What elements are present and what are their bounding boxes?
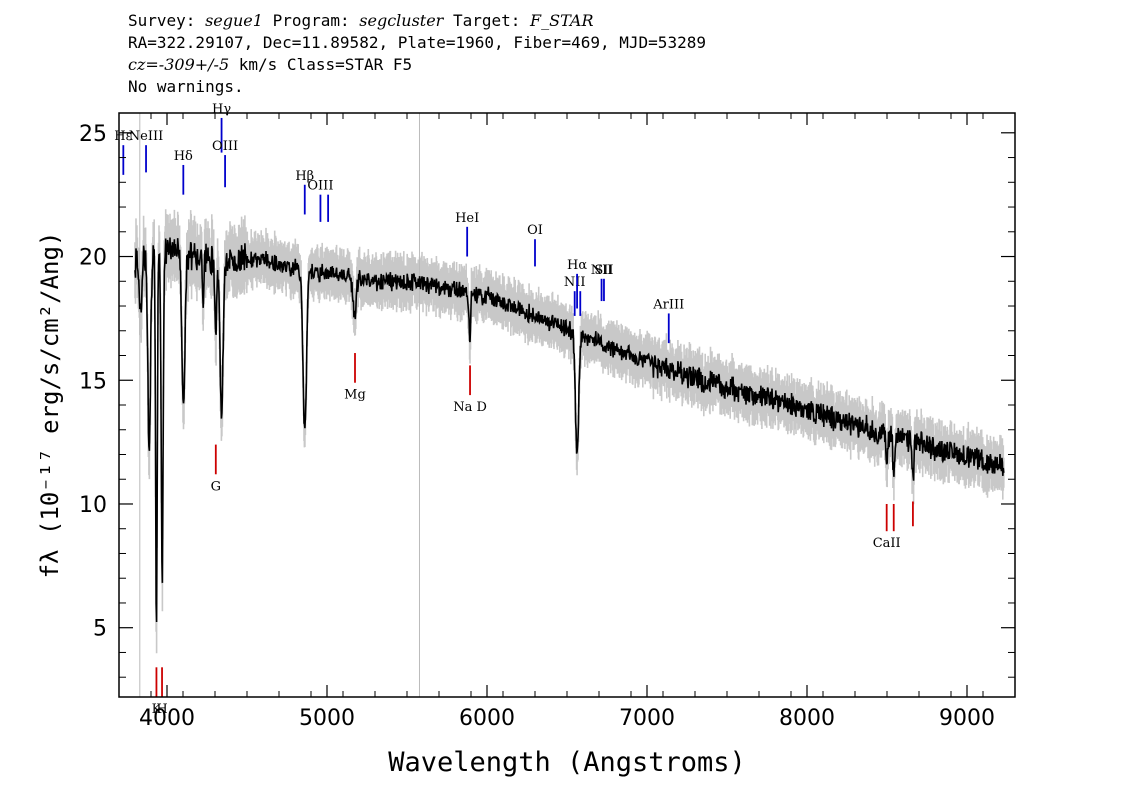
emission-label-5: Hβ [295, 169, 314, 184]
axis-ticks-layer: 4000 5000 6000 7000 8000 9000 5 10 15 20 25 [79, 113, 1016, 731]
reference-lines-layer [139, 113, 420, 697]
target-label: Target: [443, 11, 531, 30]
emission-label-10: NII [564, 275, 586, 290]
y-tick-label-4: 25 [79, 122, 107, 147]
absorption-label-1: H [156, 702, 167, 717]
header-coordinates-line: RA=322.29107, Dec=11.89582, Plate=1960, … [128, 33, 706, 52]
emission-label-4: OIII [212, 139, 238, 154]
y-tick-label-1: 10 [79, 493, 107, 518]
class-text: km/s Class=STAR F5 [229, 55, 413, 74]
emission-label-6: OIII [307, 179, 333, 194]
emission-label-15: ArIII [652, 297, 684, 312]
cz-label: cz= [128, 55, 159, 74]
y-tick-label-0: 5 [93, 617, 107, 642]
absorption-label-5: CaII [873, 536, 901, 551]
emission-label-14: SII [594, 263, 613, 278]
x-tick-label-3: 7000 [619, 706, 675, 731]
program-label: Program: [262, 11, 360, 30]
target-value: F_STAR [530, 11, 594, 30]
emission-label-11: Hα [567, 258, 587, 273]
emission-label-13: NII [591, 263, 613, 278]
absorption-label-2: G [211, 479, 221, 494]
x-tick-label-1: 5000 [299, 706, 355, 731]
header-warnings-line: No warnings. [128, 77, 244, 96]
survey-value: segue1 [205, 11, 263, 30]
emission-label-2: Hδ [174, 149, 193, 164]
absorption-label-4: Na D [453, 400, 487, 415]
header-survey-line: Survey: segue1 Program: segcluster Targe… [128, 10, 706, 32]
spectrum-header: Survey: segue1 Program: segcluster Targe… [128, 10, 706, 98]
absorption-label-0: K [152, 702, 162, 717]
y-tick-label-3: 20 [79, 246, 107, 271]
flux-layer [134, 237, 1005, 623]
cz-value: -309+/-5 [158, 55, 230, 74]
absorption-label-3: Mg [344, 388, 366, 403]
x-tick-label-0: 4000 [139, 706, 195, 731]
x-tick-label-4: 8000 [779, 706, 835, 731]
emission-label-9: OI [527, 223, 543, 238]
flux-series [134, 237, 1005, 623]
survey-label: Survey: [128, 11, 206, 30]
emission-label-8: HeI [455, 211, 479, 226]
emission-label-1: NeIII [129, 129, 163, 144]
header-redshift-line: cz=-309+/-5 km/s Class=STAR F5 [128, 54, 706, 76]
y-tick-label-2: 15 [79, 369, 107, 394]
x-tick-label-2: 6000 [459, 706, 515, 731]
program-value: segcluster [359, 11, 444, 30]
y-axis-label: fλ (10⁻¹⁷ erg/s/cm²/Ang) [36, 232, 64, 579]
x-axis-label: Wavelength (Angstroms) [388, 747, 746, 778]
x-tick-label-5: 9000 [939, 706, 995, 731]
